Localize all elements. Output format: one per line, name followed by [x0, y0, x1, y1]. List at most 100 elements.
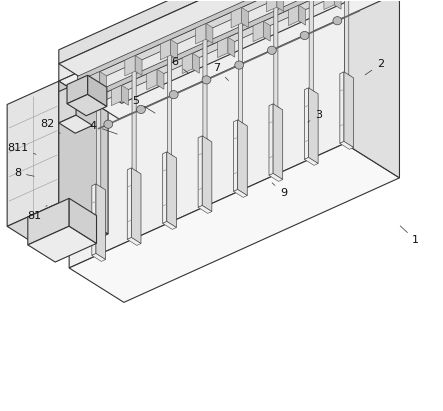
Text: 1: 1 [400, 226, 420, 245]
Polygon shape [78, 0, 353, 82]
Polygon shape [59, 0, 412, 119]
Polygon shape [167, 155, 173, 158]
Circle shape [268, 46, 276, 54]
Polygon shape [99, 0, 375, 95]
Circle shape [136, 105, 145, 113]
Polygon shape [132, 60, 136, 173]
Polygon shape [340, 141, 354, 149]
Polygon shape [241, 7, 249, 28]
Polygon shape [67, 95, 107, 116]
Polygon shape [78, 0, 360, 86]
Text: 7: 7 [214, 63, 229, 81]
Polygon shape [97, 187, 102, 189]
Polygon shape [67, 75, 88, 104]
Polygon shape [69, 199, 97, 243]
Polygon shape [274, 0, 278, 109]
Polygon shape [69, 143, 400, 302]
Polygon shape [163, 152, 167, 224]
Polygon shape [299, 5, 306, 25]
Polygon shape [59, 81, 108, 234]
Polygon shape [198, 206, 212, 213]
Polygon shape [88, 75, 107, 106]
Polygon shape [100, 72, 107, 92]
Polygon shape [97, 76, 101, 189]
Circle shape [104, 120, 113, 128]
Text: 8: 8 [14, 168, 34, 178]
Polygon shape [267, 0, 277, 12]
Polygon shape [122, 85, 128, 105]
Polygon shape [238, 12, 242, 125]
Polygon shape [7, 81, 59, 226]
Polygon shape [309, 0, 313, 93]
Text: 82: 82 [40, 119, 60, 134]
Polygon shape [157, 69, 164, 89]
Polygon shape [345, 0, 400, 178]
Polygon shape [340, 72, 344, 143]
Polygon shape [273, 104, 283, 180]
Polygon shape [182, 53, 193, 74]
Polygon shape [344, 72, 354, 148]
Polygon shape [274, 107, 279, 110]
Polygon shape [59, 0, 352, 81]
Polygon shape [277, 0, 284, 12]
Polygon shape [228, 37, 235, 57]
Polygon shape [253, 21, 264, 42]
Polygon shape [59, 84, 76, 123]
Text: 5: 5 [132, 96, 155, 113]
Polygon shape [203, 139, 208, 142]
Polygon shape [304, 157, 318, 165]
Polygon shape [324, 0, 334, 9]
Polygon shape [269, 173, 283, 181]
Polygon shape [198, 136, 202, 208]
Text: 6: 6 [171, 57, 188, 74]
Polygon shape [59, 0, 418, 103]
Polygon shape [127, 238, 141, 245]
Polygon shape [160, 39, 171, 60]
Polygon shape [59, 115, 93, 133]
Polygon shape [345, 0, 349, 77]
Polygon shape [308, 88, 318, 164]
Polygon shape [92, 254, 105, 261]
Text: 3: 3 [308, 111, 322, 122]
Polygon shape [92, 184, 96, 255]
Polygon shape [304, 88, 308, 159]
Polygon shape [203, 28, 207, 141]
Polygon shape [238, 123, 244, 126]
Polygon shape [89, 72, 100, 92]
Circle shape [202, 76, 211, 84]
Polygon shape [127, 168, 132, 239]
Polygon shape [345, 75, 350, 78]
Polygon shape [193, 53, 199, 73]
Polygon shape [69, 0, 345, 268]
Text: 9: 9 [272, 183, 287, 198]
Polygon shape [132, 168, 141, 244]
Polygon shape [59, 0, 355, 64]
Polygon shape [269, 104, 273, 175]
Polygon shape [218, 37, 228, 58]
Polygon shape [111, 85, 122, 106]
Polygon shape [196, 23, 206, 44]
Polygon shape [206, 23, 213, 44]
Polygon shape [233, 120, 238, 192]
Polygon shape [99, 0, 382, 100]
Polygon shape [135, 55, 142, 76]
Polygon shape [334, 0, 341, 9]
Text: 2: 2 [365, 59, 384, 75]
Text: 81: 81 [27, 206, 47, 221]
Polygon shape [28, 226, 97, 262]
Polygon shape [132, 171, 138, 173]
Polygon shape [125, 55, 135, 76]
Polygon shape [231, 7, 241, 28]
Polygon shape [167, 44, 171, 157]
Polygon shape [233, 189, 247, 197]
Polygon shape [264, 21, 270, 41]
Text: 4: 4 [90, 120, 117, 134]
Circle shape [169, 90, 178, 99]
Circle shape [300, 31, 309, 39]
Polygon shape [163, 222, 176, 229]
Polygon shape [309, 91, 315, 94]
Text: 811: 811 [7, 143, 36, 154]
Circle shape [333, 16, 342, 25]
Polygon shape [288, 5, 299, 25]
Circle shape [235, 61, 244, 69]
